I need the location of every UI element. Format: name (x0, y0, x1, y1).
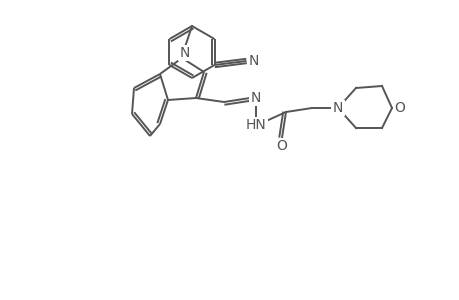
Text: O: O (394, 101, 404, 115)
Text: HN: HN (245, 118, 266, 132)
Text: O: O (276, 139, 287, 153)
Text: N: N (248, 54, 258, 68)
Text: N: N (250, 91, 261, 105)
Text: N: N (179, 46, 190, 60)
Text: N: N (332, 101, 342, 115)
